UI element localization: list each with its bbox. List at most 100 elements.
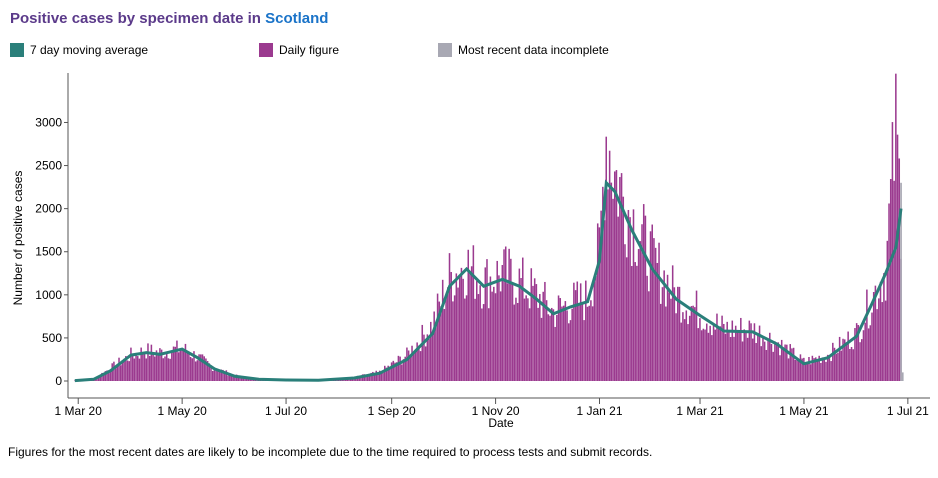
daily-bar [770, 343, 773, 381]
daily-bar [721, 315, 723, 381]
daily-bar [549, 315, 551, 381]
daily-bar [96, 378, 98, 381]
y-tick-label: 1500 [35, 245, 62, 259]
daily-bar [579, 283, 582, 381]
daily-bar [477, 294, 480, 381]
daily-bar [154, 356, 156, 381]
daily-bar [198, 354, 200, 381]
daily-bar [550, 307, 553, 381]
daily-bar [365, 375, 367, 381]
daily-bar [360, 376, 362, 381]
daily-bar [876, 309, 878, 381]
title-prefix: Positive cases by specimen date in [10, 10, 266, 27]
legend-item-incomplete[interactable]: Most recent data incomplete [438, 43, 609, 57]
daily-bar [133, 358, 136, 381]
daily-bar [797, 359, 800, 381]
daily-bar [823, 357, 826, 381]
daily-bar [723, 323, 725, 381]
daily-bar [395, 362, 398, 381]
daily-bar [228, 374, 231, 381]
daily-bar [613, 171, 616, 381]
title-location: Scotland [265, 10, 329, 27]
daily-bar [176, 340, 178, 381]
daily-bar [733, 336, 735, 381]
daily-bar [762, 337, 764, 381]
legend-label-daily-figure: Daily figure [279, 43, 340, 57]
daily-bar [542, 291, 544, 381]
daily-bar [544, 281, 546, 381]
daily-bar [646, 275, 648, 381]
daily-bar [585, 280, 587, 381]
daily-bar [121, 361, 124, 381]
daily-bar [854, 328, 856, 381]
daily-bar [675, 313, 677, 381]
daily-bar [561, 306, 563, 381]
daily-bar [211, 370, 214, 381]
daily-bar [886, 240, 889, 381]
daily-bar [826, 354, 829, 381]
daily-bar [237, 376, 240, 381]
daily-bar [588, 305, 590, 381]
legend-item-moving-average[interactable]: 7 day moving average [10, 43, 148, 57]
chart-plot: 0 500 1000 1500 2000 2500 3000 1 Mar 20 1 May 2… [11, 73, 930, 430]
daily-bar [780, 339, 783, 381]
daily-bar [573, 282, 575, 381]
daily-bar [111, 363, 113, 381]
daily-bar [177, 352, 180, 381]
daily-bar [431, 333, 434, 381]
daily-bar [709, 325, 711, 381]
daily-bar [753, 323, 756, 381]
daily-bar [189, 356, 192, 381]
daily-bar [104, 371, 107, 381]
daily-bar [366, 374, 369, 381]
daily-bar [842, 338, 844, 381]
daily-bar [423, 334, 425, 381]
daily-bar [528, 308, 531, 381]
x-tick-label: 1 Nov 20 [472, 404, 520, 418]
daily-bar [556, 314, 558, 381]
daily-bar [862, 330, 865, 381]
daily-bar [775, 343, 778, 381]
daily-bar [690, 306, 693, 381]
daily-bar [201, 354, 204, 381]
legend-item-daily-figure[interactable]: Daily figure [259, 43, 339, 57]
daily-bar [126, 360, 129, 381]
x-tick-label: 1 Mar 20 [55, 404, 103, 418]
daily-bar [547, 314, 550, 381]
daily-bar [671, 265, 674, 381]
daily-bar [487, 308, 490, 381]
daily-bar [852, 349, 855, 381]
daily-bar [658, 242, 660, 381]
daily-bar [435, 323, 437, 381]
daily-bar [406, 347, 408, 381]
daily-bar [217, 371, 219, 381]
daily-bar [840, 350, 843, 381]
daily-bar [830, 361, 832, 381]
daily-bar [467, 249, 470, 381]
daily-bar [188, 353, 190, 381]
daily-bar [234, 377, 236, 381]
daily-bar [443, 309, 446, 381]
daily-bar [159, 348, 161, 381]
daily-bar [610, 182, 613, 381]
daily-bar [210, 365, 212, 381]
daily-bar [157, 354, 159, 381]
bars-group [73, 73, 902, 381]
daily-bar [404, 356, 406, 381]
daily-bar [470, 266, 473, 381]
daily-bar [855, 323, 858, 381]
daily-bar [504, 246, 507, 381]
daily-bar [857, 325, 860, 381]
legend-swatch-moving-average [10, 43, 24, 57]
daily-bar [700, 330, 703, 381]
daily-bar [559, 298, 562, 381]
daily-bar [240, 376, 243, 381]
daily-bar [668, 292, 671, 381]
daily-bar [694, 307, 696, 381]
daily-bar [716, 313, 718, 381]
daily-bar [416, 342, 418, 381]
daily-bar [162, 358, 165, 381]
daily-bar [215, 369, 217, 381]
daily-bar [859, 342, 861, 381]
daily-bar [230, 374, 233, 381]
